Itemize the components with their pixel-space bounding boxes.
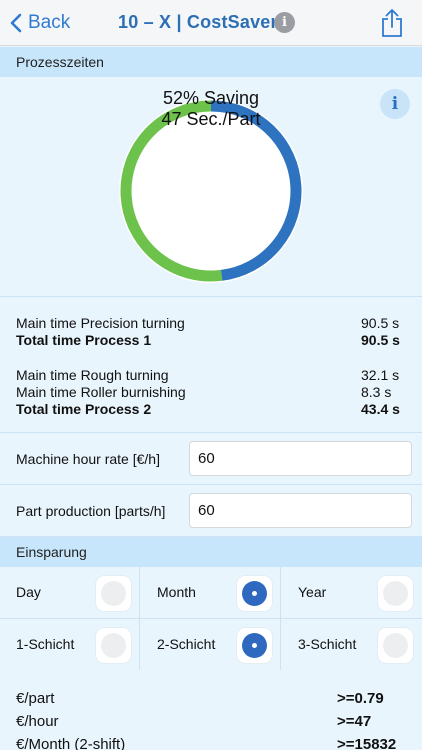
result-row: €/hour >=47 <box>16 713 406 731</box>
option-label: Day <box>16 584 41 600</box>
part-production-label: Part production [parts/h] <box>16 503 166 519</box>
time-value: 90.5 s <box>361 315 400 331</box>
share-icon <box>382 9 402 37</box>
donut-slice-remaining <box>210 100 302 281</box>
option-year[interactable]: Year <box>282 567 422 619</box>
radio-button[interactable] <box>242 633 267 658</box>
result-label: €/part <box>16 690 55 707</box>
process-times-list: Main time Precision turning 90.5 s Total… <box>0 297 422 433</box>
radio-box <box>237 576 272 611</box>
option-day[interactable]: Day <box>0 567 140 619</box>
navigation-bar: Back 10 – X | CostSaver i <box>0 0 422 46</box>
radio-button[interactable] <box>101 633 126 658</box>
time-value: 8.3 s <box>361 384 392 400</box>
time-row: Main time Precision turning 90.5 s <box>16 315 406 332</box>
time-label: Main time Rough turning <box>16 367 169 383</box>
option-label: 3-Schicht <box>298 636 357 652</box>
result-label: €/hour <box>16 713 59 730</box>
time-row: Main time Roller burnishing 8.3 s <box>16 384 406 401</box>
option-2-schicht[interactable]: 2-Schicht <box>141 619 281 671</box>
option-label: Month <box>157 584 196 600</box>
saving-chart-panel: i <box>0 79 422 297</box>
machine-hour-rate-input[interactable] <box>189 441 412 476</box>
seconds-per-part-text: 47 Sec./Part <box>161 109 261 129</box>
donut-slice-saving <box>120 100 223 282</box>
radio-button[interactable] <box>383 633 408 658</box>
part-production-row: Part production [parts/h] <box>0 485 422 537</box>
radio-button[interactable] <box>101 581 126 606</box>
info-button[interactable]: i <box>380 89 410 119</box>
result-label: €/Month (2-shift) <box>16 736 126 750</box>
result-value: >=0.79 <box>337 690 384 707</box>
time-total-row: Total time Process 1 90.5 s <box>16 332 406 349</box>
section-header-prozesszeiten: Prozesszeiten <box>0 47 422 77</box>
time-total-row: Total time Process 2 43.4 s <box>16 401 406 418</box>
back-button[interactable]: Back <box>10 11 70 35</box>
back-label: Back <box>28 12 71 33</box>
time-row: Main time Rough turning 32.1 s <box>16 367 406 384</box>
radio-button[interactable] <box>242 581 267 606</box>
result-value: >=15832 <box>337 736 397 750</box>
shift-options-row: 1-Schicht 2-Schicht 3-Schicht <box>0 619 422 671</box>
part-production-input[interactable] <box>189 493 412 528</box>
result-row: €/Month (2-shift) >=15832 <box>16 736 406 750</box>
result-row: €/part >=0.79 <box>16 690 406 708</box>
donut-center-text: 52% Saving 47 Sec./Part <box>140 88 282 130</box>
option-3-schicht[interactable]: 3-Schicht <box>282 619 422 671</box>
radio-box <box>96 628 131 663</box>
option-label: 2-Schicht <box>157 636 216 652</box>
time-label: Main time Roller burnishing <box>16 384 186 400</box>
radio-box <box>96 576 131 611</box>
info-icon[interactable]: i <box>274 12 295 33</box>
saving-percent-text: 52% Saving <box>162 88 260 108</box>
saving-donut-chart <box>119 99 303 283</box>
period-options-row: Day Month Year <box>0 567 422 619</box>
share-button[interactable] <box>380 8 404 43</box>
radio-box <box>237 628 272 663</box>
radio-box <box>378 576 413 611</box>
time-value: 43.4 s <box>361 401 400 417</box>
radio-button[interactable] <box>383 581 408 606</box>
chevron-left-icon <box>10 13 22 33</box>
page-title: 10 – X | CostSaver <box>118 12 278 32</box>
time-label: Total time Process 1 <box>16 332 152 348</box>
time-label: Main time Precision turning <box>16 315 185 331</box>
option-month[interactable]: Month <box>141 567 281 619</box>
savings-results: €/part >=0.79 €/hour >=47 €/Month (2-shi… <box>0 670 422 750</box>
time-value: 32.1 s <box>361 367 400 383</box>
radio-box <box>378 628 413 663</box>
machine-hour-rate-label: Machine hour rate [€/h] <box>16 451 160 467</box>
result-value: >=47 <box>337 713 372 730</box>
option-label: Year <box>298 584 327 600</box>
time-value: 90.5 s <box>361 332 400 348</box>
time-label: Total time Process 2 <box>16 401 152 417</box>
machine-hour-rate-row: Machine hour rate [€/h] <box>0 433 422 485</box>
option-1-schicht[interactable]: 1-Schicht <box>0 619 140 671</box>
section-header-einsparung: Einsparung <box>0 537 422 567</box>
option-label: 1-Schicht <box>16 636 75 652</box>
